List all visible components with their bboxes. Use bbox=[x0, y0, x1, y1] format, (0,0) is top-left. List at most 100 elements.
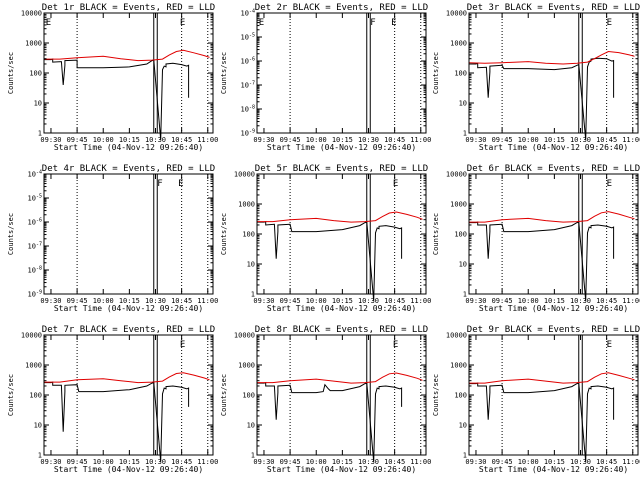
lld-series-line bbox=[44, 372, 210, 384]
y-tick-label: 10000 bbox=[446, 10, 467, 18]
y-tick-label: 100 bbox=[454, 392, 467, 400]
detector-panel: Det 4r BLACK = Events, RED = LLD F E 10-9 10… bbox=[7, 164, 218, 313]
y-tick-label: 100 bbox=[29, 70, 42, 78]
x-tick-label: 09:45 bbox=[67, 297, 88, 305]
x-tick-label: 10:45 bbox=[596, 297, 617, 305]
x-tick-label: 10:30 bbox=[145, 458, 166, 466]
y-tick-label: 10-4 bbox=[241, 9, 255, 18]
y-tick-label: 10-7 bbox=[241, 81, 255, 90]
y-tick-label: 10000 bbox=[446, 332, 467, 340]
x-tick-label: 10:45 bbox=[384, 136, 405, 144]
x-axis-label: Start Time (04-Nov-12 09:26:40) bbox=[54, 465, 203, 474]
flag-glyph: E bbox=[180, 18, 185, 28]
x-tick-label: 10:00 bbox=[93, 136, 114, 144]
lld-series-line bbox=[257, 372, 423, 384]
events-series-line bbox=[44, 58, 190, 140]
panel-title: Det 3r BLACK = Events, RED = LLD bbox=[467, 3, 640, 13]
x-tick-label: 10:15 bbox=[544, 136, 565, 144]
x-tick-label: 09:30 bbox=[465, 136, 486, 144]
x-tick-label: 09:30 bbox=[40, 136, 61, 144]
x-tick-label: 10:15 bbox=[332, 458, 353, 466]
events-series-line bbox=[469, 221, 615, 301]
lld-series-line bbox=[469, 372, 635, 384]
x-axis-label: Start Time (04-Nov-12 09:26:40) bbox=[479, 465, 628, 474]
detector-panel: Det 6r BLACK = Events, RED = LLD E 1 10 100 1… bbox=[432, 164, 640, 313]
x-tick-label: 10:30 bbox=[358, 458, 379, 466]
y-axis-label: Counts/sec bbox=[220, 374, 228, 416]
x-tick-label: 10:30 bbox=[570, 136, 591, 144]
y-tick-label: 10-5 bbox=[28, 194, 42, 203]
x-tick-label: 09:30 bbox=[40, 458, 61, 466]
x-tick-label: 10:45 bbox=[171, 136, 192, 144]
y-tick-label: 1000 bbox=[238, 201, 255, 209]
detector-panel: Det 2r BLACK = Events, RED = LLD E F E 10-9 1… bbox=[220, 3, 431, 152]
y-tick-label: 10000 bbox=[21, 332, 42, 340]
x-tick-label: 10:15 bbox=[544, 297, 565, 305]
x-axis-label: Start Time (04-Nov-12 09:26:40) bbox=[54, 143, 203, 152]
plot-frame bbox=[43, 173, 214, 295]
flag-glyph: E bbox=[393, 179, 398, 189]
y-tick-label: 10 bbox=[459, 100, 467, 108]
lld-series-line bbox=[257, 211, 423, 223]
x-tick-label: 09:45 bbox=[67, 136, 88, 144]
y-tick-label: 10 bbox=[459, 422, 467, 430]
detector-panel: Det 7r BLACK = Events, RED = LLD E 1 10 100 1… bbox=[7, 325, 218, 474]
x-tick-label: 10:30 bbox=[570, 297, 591, 305]
plot-frame bbox=[256, 173, 427, 295]
flag-glyph: F bbox=[157, 179, 162, 189]
y-tick-label: 10-6 bbox=[28, 218, 42, 227]
y-tick-label: 1000 bbox=[25, 362, 42, 370]
lld-series-line bbox=[469, 211, 635, 223]
x-tick-label: 10:00 bbox=[93, 297, 114, 305]
x-tick-label: 10:45 bbox=[171, 458, 192, 466]
x-tick-label: 09:45 bbox=[492, 297, 513, 305]
x-tick-label: 10:45 bbox=[596, 458, 617, 466]
x-tick-label: 10:15 bbox=[119, 458, 140, 466]
x-tick-label: 10:45 bbox=[384, 297, 405, 305]
y-tick-label: 10-8 bbox=[28, 266, 42, 275]
plot-frame bbox=[256, 334, 427, 456]
y-tick-label: 10 bbox=[34, 422, 42, 430]
y-tick-label: 1000 bbox=[450, 362, 467, 370]
y-tick-label: 10000 bbox=[234, 171, 255, 179]
x-tick-label: 09:45 bbox=[492, 458, 513, 466]
events-series-line bbox=[44, 381, 190, 462]
flag-glyph: E bbox=[393, 340, 398, 350]
x-tick-label: 10:45 bbox=[384, 458, 405, 466]
plot-frame bbox=[43, 12, 214, 134]
flag-glyph: E bbox=[607, 18, 612, 28]
y-tick-label: 1 bbox=[463, 291, 467, 299]
x-tick-label: 10:45 bbox=[596, 136, 617, 144]
x-tick-label: 11:00 bbox=[197, 136, 218, 144]
x-tick-label: 10:30 bbox=[145, 297, 166, 305]
y-tick-label: 1 bbox=[38, 452, 42, 460]
flag-glyph: E bbox=[607, 340, 612, 350]
plot-frame bbox=[43, 334, 214, 456]
x-tick-label: 10:15 bbox=[119, 136, 140, 144]
y-tick-label: 10000 bbox=[446, 171, 467, 179]
y-tick-label: 1000 bbox=[25, 40, 42, 48]
events-series-line bbox=[469, 382, 615, 462]
x-tick-label: 09:30 bbox=[465, 297, 486, 305]
panel-title: Det 9r BLACK = Events, RED = LLD bbox=[467, 325, 640, 335]
y-tick-label: 10 bbox=[247, 422, 255, 430]
x-axis-label: Start Time (04-Nov-12 09:26:40) bbox=[54, 304, 203, 313]
x-tick-label: 09:45 bbox=[67, 458, 88, 466]
panel-title: Det 4r BLACK = Events, RED = LLD bbox=[42, 164, 215, 174]
x-tick-label: 10:00 bbox=[93, 458, 114, 466]
y-tick-label: 10-5 bbox=[241, 33, 255, 42]
detector-panel: Det 3r BLACK = Events, RED = LLD E 1 10 100 1… bbox=[432, 3, 640, 152]
y-tick-label: 10 bbox=[459, 261, 467, 269]
x-axis-label: Start Time (04-Nov-12 09:26:40) bbox=[267, 304, 416, 313]
y-tick-label: 1 bbox=[251, 291, 255, 299]
panel-title: Det 2r BLACK = Events, RED = LLD bbox=[255, 3, 428, 13]
x-tick-label: 10:15 bbox=[544, 458, 565, 466]
flag-glyph: E bbox=[178, 179, 183, 189]
x-tick-label: 11:00 bbox=[622, 297, 640, 305]
y-axis-label: Counts/sec bbox=[220, 213, 228, 255]
x-tick-label: 10:00 bbox=[518, 136, 539, 144]
y-tick-label: 10-8 bbox=[241, 105, 255, 114]
flag-glyph: E bbox=[607, 179, 612, 189]
y-tick-label: 100 bbox=[242, 231, 255, 239]
x-tick-label: 09:30 bbox=[253, 458, 274, 466]
